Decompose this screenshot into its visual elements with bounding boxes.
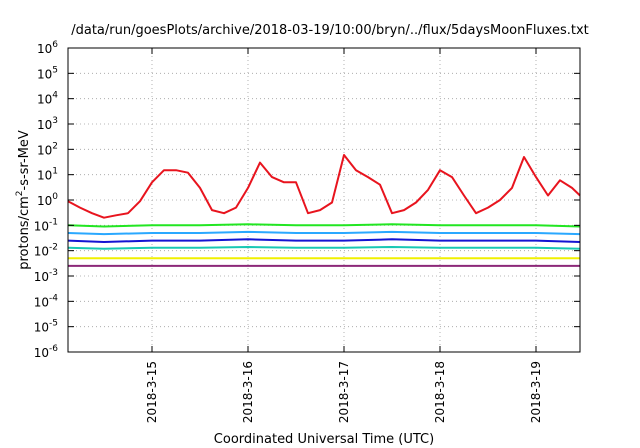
y-tick-labels: 10-6 10-5 10-4 10-3 10-2 10-1 100 101 102 103 104 1… <box>34 40 59 360</box>
series-line <box>67 246 581 250</box>
grid-lines <box>68 47 580 353</box>
y-axis-label: protons/cm2-s-sr-MeV <box>15 130 32 270</box>
x-tick-labels: 2018-3-15 2018-3-16 2018-3-17 2018-3-18 2018… <box>145 361 543 423</box>
y-tick-label: 104 <box>37 91 58 107</box>
y-tick-label: 10-1 <box>34 217 58 233</box>
y-tick-label: 106 <box>37 40 58 56</box>
y-tick-label: 101 <box>37 167 58 183</box>
x-axis-label: Coordinated Universal Time (UTC) <box>214 432 434 447</box>
y-tick-label: 10-4 <box>34 293 59 309</box>
series-line <box>67 223 581 228</box>
y-tick-label: 10-3 <box>34 268 58 284</box>
x-tick-label: 2018-3-17 <box>337 361 351 423</box>
x-tick-label: 2018-3-19 <box>529 361 543 423</box>
data-series <box>67 154 581 267</box>
y-tick-label: 103 <box>37 116 58 132</box>
series-line <box>67 154 581 219</box>
y-tick-label: 10-6 <box>34 344 59 360</box>
series-line <box>67 238 581 243</box>
y-tick-label: 100 <box>37 192 58 208</box>
x-tick-label: 2018-3-18 <box>433 361 447 423</box>
series-line <box>67 230 581 236</box>
y-tick-label: 10-5 <box>34 319 58 335</box>
y-tick-label: 102 <box>37 141 58 157</box>
x-tick-label: 2018-3-16 <box>241 361 255 423</box>
y-tick-label: 10-2 <box>34 243 58 259</box>
x-tick-label: 2018-3-15 <box>145 361 159 423</box>
y-tick-label: 105 <box>37 65 58 81</box>
axis-ticks <box>68 47 580 353</box>
chart-title: /data/run/goesPlots/archive/2018-03-19/1… <box>71 23 589 38</box>
